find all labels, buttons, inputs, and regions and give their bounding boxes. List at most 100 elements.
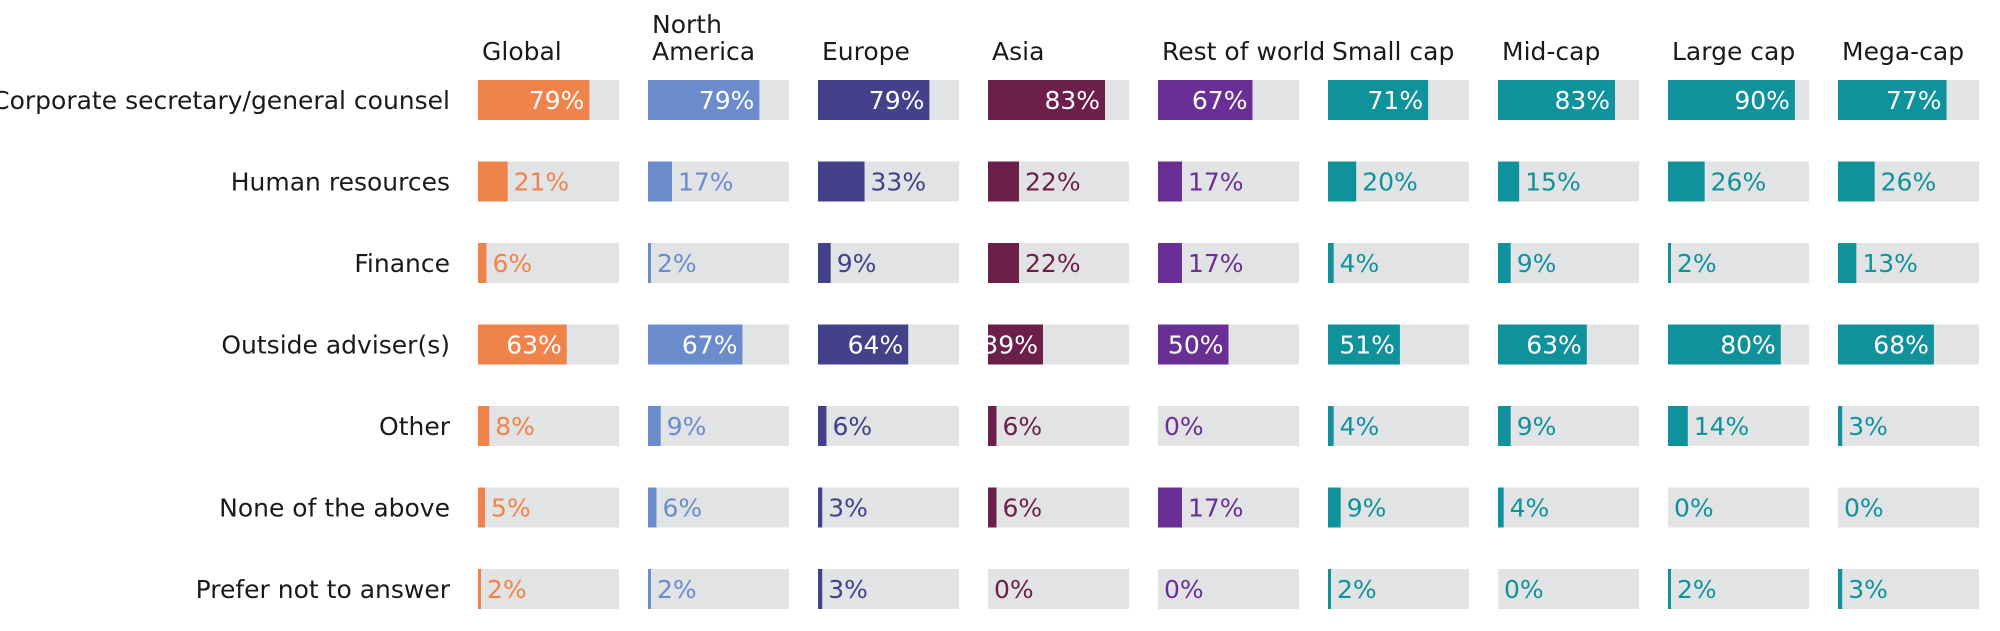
data-label-8-1: 26% <box>1881 168 1937 197</box>
data-label-8-5: 0% <box>1844 494 1884 523</box>
track-6-6 <box>1498 569 1639 609</box>
track-8-6 <box>1838 569 1979 609</box>
bar-2-1 <box>818 161 865 202</box>
track-6-4 <box>1498 406 1639 446</box>
bar-8-6 <box>1838 569 1843 609</box>
bar-0-5 <box>478 487 486 528</box>
bar-0-1 <box>478 161 508 202</box>
series-header-3: Asia <box>992 37 1044 66</box>
track-7-4 <box>1668 406 1809 446</box>
data-label-5-1: 20% <box>1362 168 1418 197</box>
track-5-6 <box>1328 569 1469 609</box>
data-label-5-4: 4% <box>1340 412 1380 441</box>
track-5-2 <box>1328 243 1469 283</box>
track-3-6 <box>988 569 1129 609</box>
bar-4-2 <box>1158 243 1182 283</box>
bar-8-0 <box>1838 80 1947 120</box>
data-label-4-0: 67% <box>1192 86 1248 115</box>
data-label-0-4: 8% <box>495 412 535 441</box>
data-label-0-5: 5% <box>491 494 531 523</box>
data-label-3-2: 22% <box>1025 249 1081 278</box>
data-label-4-1: 17% <box>1188 168 1244 197</box>
track-6-1 <box>1498 161 1639 202</box>
track-1-2 <box>648 243 789 283</box>
data-label-7-5: 0% <box>1674 494 1714 523</box>
category-label-0: Corporate secretary/general counsel <box>0 86 450 115</box>
track-7-5 <box>1668 487 1809 528</box>
data-label-0-2: 6% <box>492 249 532 278</box>
bar-8-3 <box>1838 324 1934 365</box>
series-header-7: Large cap <box>1672 37 1795 66</box>
track-5-4 <box>1328 406 1469 446</box>
data-label-3-5: 6% <box>1002 494 1042 523</box>
data-label-0-6: 2% <box>487 575 527 604</box>
data-label-3-6: 0% <box>994 575 1034 604</box>
data-label-6-1: 15% <box>1525 168 1581 197</box>
data-label-5-2: 4% <box>1340 249 1380 278</box>
data-label-2-1: 33% <box>871 168 927 197</box>
data-label-3-1: 22% <box>1025 168 1081 197</box>
bar-6-5 <box>1498 487 1504 528</box>
bar-0-6 <box>478 569 481 609</box>
data-label-2-4: 6% <box>832 412 872 441</box>
data-label-8-6: 3% <box>1848 575 1888 604</box>
track-6-5 <box>1498 487 1639 528</box>
bar-3-5 <box>988 487 997 528</box>
data-label-4-6: 0% <box>1164 575 1204 604</box>
data-label-6-4: 9% <box>1517 412 1557 441</box>
data-label-4-3: 50% <box>1168 331 1224 360</box>
category-label-3: Outside adviser(s) <box>221 331 450 360</box>
bar-6-1 <box>1498 161 1520 202</box>
data-label-5-5: 9% <box>1347 494 1387 523</box>
bar-3-4 <box>988 406 997 446</box>
data-label-2-3: 64% <box>848 331 904 360</box>
bar-2-3 <box>818 324 909 365</box>
bar-1-3 <box>648 324 743 365</box>
bar-0-4 <box>478 406 490 446</box>
category-label-4: Other <box>379 412 451 441</box>
bar-7-4 <box>1668 406 1688 446</box>
bar-2-2 <box>818 243 831 283</box>
data-label-3-0: 83% <box>1044 86 1100 115</box>
bar-6-3 <box>1498 324 1587 365</box>
data-label-1-5: 6% <box>662 494 702 523</box>
bar-3-1 <box>988 161 1020 202</box>
bar-2-0 <box>818 80 930 120</box>
bar-7-3 <box>1668 324 1781 365</box>
data-label-1-3: 67% <box>682 331 738 360</box>
bar-7-1 <box>1668 161 1705 202</box>
series-header-2: Europe <box>822 37 910 66</box>
bar-5-5 <box>1328 487 1341 528</box>
bar-6-0 <box>1498 80 1616 120</box>
track-5-5 <box>1328 487 1469 528</box>
series-header-4: Rest of world <box>1162 37 1325 66</box>
bar-4-5 <box>1158 487 1182 528</box>
data-label-1-4: 9% <box>667 412 707 441</box>
category-label-5: None of the above <box>219 494 450 523</box>
data-label-1-0: 79% <box>699 86 755 115</box>
bar-5-2 <box>1328 243 1334 283</box>
data-label-2-2: 9% <box>837 249 877 278</box>
data-label-8-4: 3% <box>1848 412 1888 441</box>
bar-7-0 <box>1668 80 1795 120</box>
bar-8-4 <box>1838 406 1843 446</box>
track-1-6 <box>648 569 789 609</box>
track-1-4 <box>648 406 789 446</box>
bar-1-6 <box>648 569 651 609</box>
data-label-4-2: 17% <box>1188 249 1244 278</box>
category-label-6: Prefer not to answer <box>196 575 451 604</box>
track-0-6 <box>478 569 619 609</box>
data-label-3-3: 39% <box>982 331 1038 360</box>
track-2-4 <box>818 406 959 446</box>
bar-5-4 <box>1328 406 1334 446</box>
bar-1-5 <box>648 487 657 528</box>
data-label-1-1: 17% <box>678 168 734 197</box>
bar-5-3 <box>1328 324 1400 365</box>
track-0-2 <box>478 243 619 283</box>
bar-1-0 <box>648 80 760 120</box>
bar-5-0 <box>1328 80 1429 120</box>
bar-7-6 <box>1668 569 1671 609</box>
bar-5-1 <box>1328 161 1357 202</box>
data-label-6-5: 4% <box>1510 494 1550 523</box>
series-header-1: North <box>652 10 722 39</box>
